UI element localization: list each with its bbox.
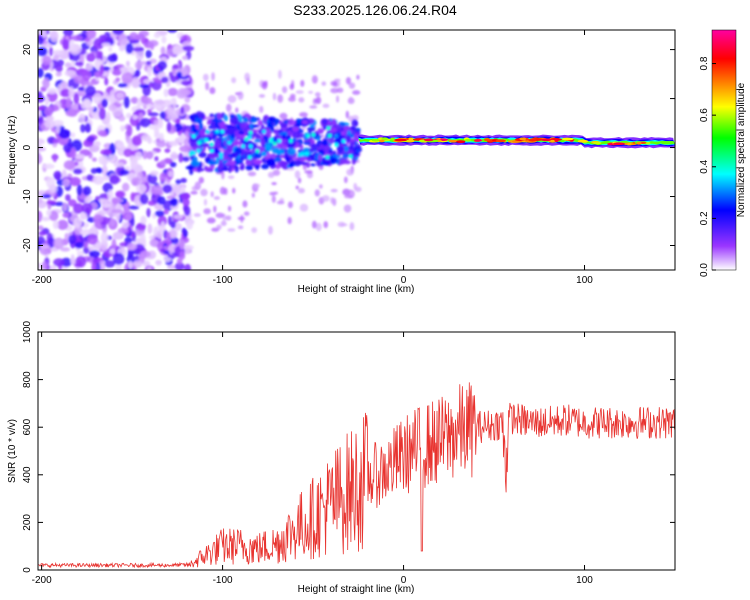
svg-text:800: 800: [22, 371, 33, 388]
svg-text:0: 0: [401, 275, 407, 286]
svg-text:0: 0: [22, 567, 33, 573]
svg-text:0.6: 0.6: [699, 108, 710, 122]
snr-x-tick: 100: [576, 332, 593, 586]
svg-text:400: 400: [22, 466, 33, 483]
spectrogram-y-tick: -10: [22, 189, 675, 204]
snr-y-tick: 1000: [22, 320, 675, 343]
snr-y-tick: 800: [22, 371, 675, 388]
svg-text:100: 100: [576, 575, 593, 586]
heatmap-blobs: [38, 30, 363, 270]
snr-frame: [37, 331, 676, 571]
svg-text:600: 600: [22, 418, 33, 435]
spectrogram-x-tick: 0: [401, 30, 407, 286]
carrier-band: [358, 134, 675, 149]
snr-y-tick: 0: [22, 567, 675, 573]
snr-x-tick: 0: [401, 332, 407, 586]
spectrogram-x-tick: -200: [32, 30, 52, 286]
spectrogram-y-tick: 20: [22, 44, 675, 56]
snr-series-line: [38, 382, 675, 569]
svg-text:-100: -100: [213, 575, 233, 586]
svg-text:0: 0: [22, 144, 33, 150]
snr-x-tick: -200: [32, 332, 52, 586]
snr-y-tick: 200: [22, 514, 675, 531]
spectrogram-y-tick: 10: [22, 93, 675, 105]
svg-text:-200: -200: [32, 275, 52, 286]
svg-text:0.0: 0.0: [699, 263, 710, 277]
colorbar-tick: 0.8: [699, 56, 716, 71]
svg-text:0.8: 0.8: [699, 56, 710, 70]
snr-x-tick: -100: [213, 332, 233, 586]
spectrogram-x-tick: 100: [576, 30, 593, 286]
colorbar-tick: 0.4: [699, 159, 716, 174]
svg-text:200: 200: [22, 514, 33, 531]
colorbar-gradient: [711, 29, 737, 271]
spectrogram-y-axis-label: Frequency (Hz): [7, 116, 18, 185]
svg-text:0: 0: [401, 575, 407, 586]
svg-text:0.2: 0.2: [699, 211, 710, 225]
svg-text:100: 100: [576, 275, 593, 286]
colorbar-tick: 0.2: [699, 211, 716, 225]
spectrogram-x-axis-label: Height of straight line (km): [298, 284, 415, 295]
spectrogram-y-tick: 0: [22, 144, 675, 150]
svg-text:10: 10: [22, 93, 33, 105]
snr-y-axis-label: SNR (10 * v/v): [7, 419, 18, 483]
spectrogram-x-tick: -100: [213, 30, 233, 286]
colorbar-tick: 0.6: [699, 108, 716, 122]
svg-text:1000: 1000: [22, 320, 33, 343]
svg-text:-20: -20: [22, 238, 33, 253]
snr-y-tick: 600: [22, 418, 675, 436]
spectrogram-heatmap: [38, 30, 675, 270]
svg-text:-200: -200: [32, 575, 52, 586]
svg-text:-10: -10: [22, 189, 33, 204]
snr-x-axis-label: Height of straight line (km): [298, 584, 415, 595]
spectrogram-frame: [37, 29, 676, 271]
svg-text:20: 20: [22, 44, 33, 56]
colorbar-tick: 0.0: [699, 263, 716, 277]
colorbar-label: Normalized spectral amplitude: [736, 82, 747, 217]
svg-text:-100: -100: [213, 275, 233, 286]
snr-y-tick: 400: [22, 466, 675, 483]
svg-text:0.4: 0.4: [699, 159, 710, 173]
page-title: S233.2025.126.06.24.R04: [293, 2, 457, 18]
spectrogram-y-tick: -20: [22, 238, 675, 253]
snr-plot: -200 -100 0 100 0 200 400 600 800 1000 Height of…: [7, 320, 676, 595]
colorbar: 0.0 0.2 0.4 0.6 0.8 Normalized spectral ampl…: [699, 29, 747, 277]
